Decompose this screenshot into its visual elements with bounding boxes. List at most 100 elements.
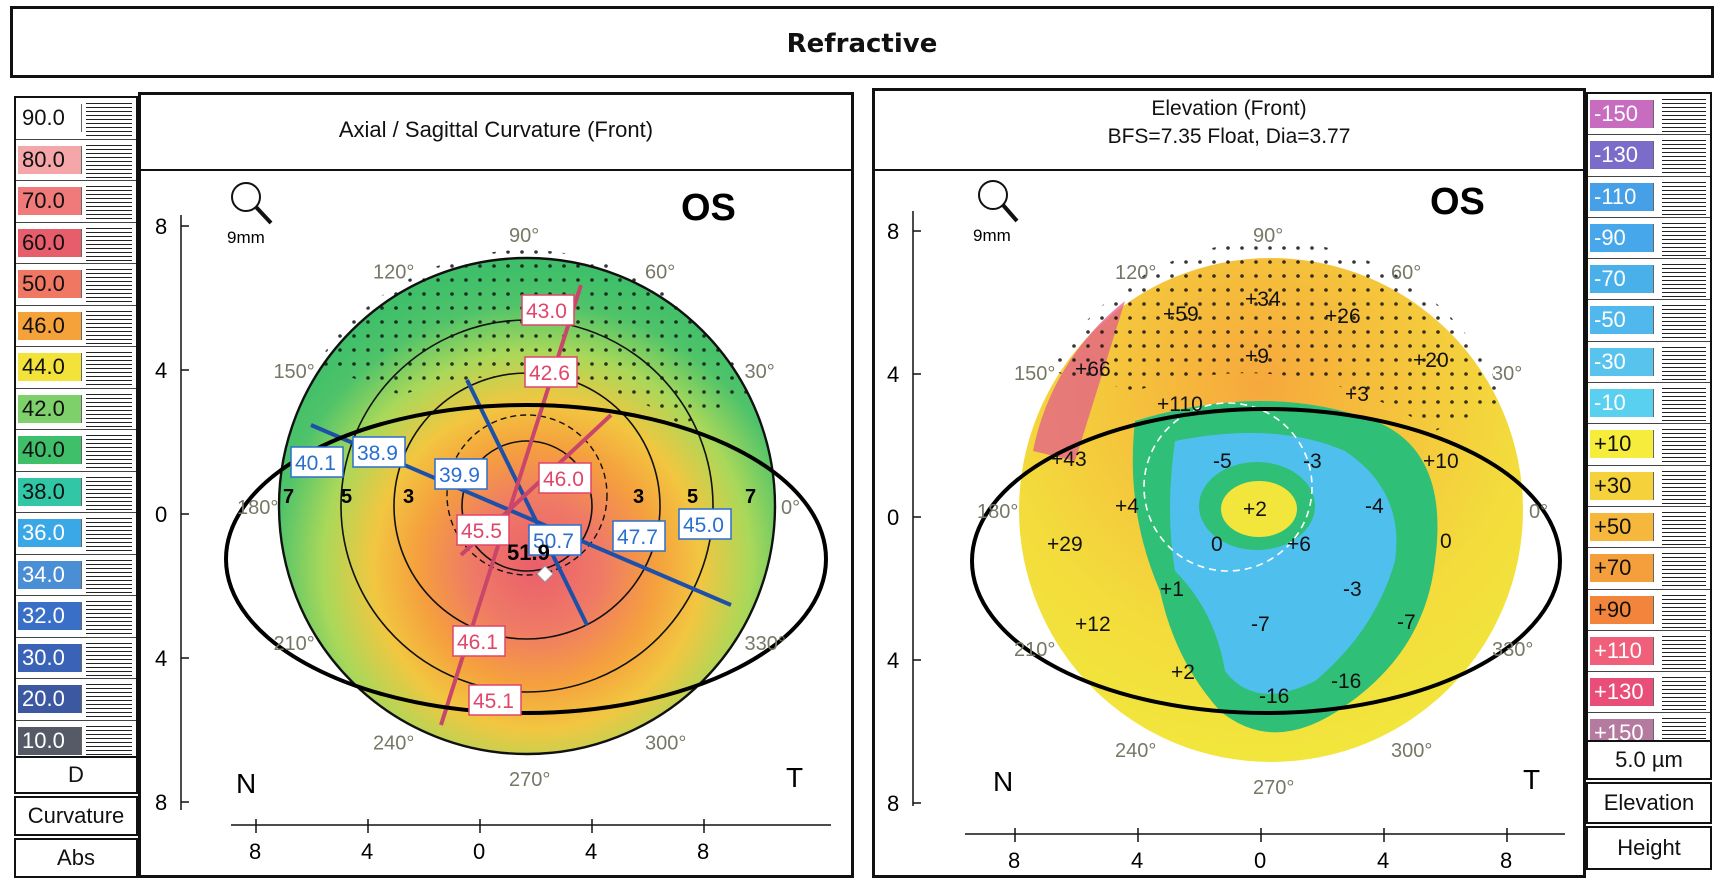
curvature-reading-blue-box bbox=[290, 446, 344, 478]
y-tick-label: 4 bbox=[887, 648, 899, 673]
angle-label: 300° bbox=[1391, 740, 1432, 762]
curvature-scale-step: 38.0 bbox=[16, 472, 136, 513]
curvature-reading-red-box bbox=[452, 625, 506, 657]
elevation-value: +10 bbox=[1423, 450, 1459, 473]
elevation-value: -3 bbox=[1343, 578, 1362, 601]
elevation-value: +43 bbox=[1051, 448, 1087, 471]
elevation-scale-ticks bbox=[1662, 302, 1706, 339]
zoom-label-right: 9mm bbox=[973, 226, 1011, 245]
curvature-scale-ticks bbox=[86, 722, 132, 759]
curvature-scale-value: 80.0 bbox=[18, 145, 82, 174]
apex-marker bbox=[536, 565, 554, 583]
elevation-map-header: Elevation (Front) BFS=7.35 Float, Dia=3.… bbox=[875, 91, 1583, 171]
elevation-scale-step: -30 bbox=[1588, 342, 1710, 384]
curvature-reading-blue-box bbox=[612, 520, 666, 552]
angle-label: 150° bbox=[273, 361, 314, 383]
elevation-scale-value: -90 bbox=[1590, 223, 1654, 252]
elevation-scale-ticks bbox=[1662, 219, 1706, 257]
angle-label: 120° bbox=[373, 261, 414, 283]
ring-radius-label: 3 bbox=[633, 486, 644, 508]
map-type-label[interactable]: Curvature bbox=[14, 796, 138, 836]
angle-label: 150° bbox=[1014, 363, 1055, 385]
curvature-scale-value: 32.0 bbox=[18, 602, 82, 630]
elevation-dot-overlay bbox=[1050, 241, 1505, 431]
curvature-scale-value: 38.0 bbox=[18, 477, 82, 506]
curvature-dot-overlay bbox=[316, 249, 751, 425]
curvature-scale-step: 30.0 bbox=[16, 638, 136, 679]
curvature-scale-ticks bbox=[86, 224, 132, 261]
curvature-scale-step: 34.0 bbox=[16, 555, 136, 596]
elevation-value: -16 bbox=[1259, 685, 1289, 708]
angle-label: 300° bbox=[645, 733, 686, 755]
y-tick-label: 0 bbox=[155, 502, 167, 527]
curvature-scale-step: 42.0 bbox=[16, 389, 136, 430]
elevation-scale-ticks bbox=[1662, 591, 1706, 628]
elevation-scale-value: +110 bbox=[1590, 636, 1654, 665]
x-tick-label: 4 bbox=[1377, 848, 1389, 873]
y-tick-label: 8 bbox=[155, 214, 167, 239]
angle-label: 330° bbox=[745, 633, 786, 655]
central-island bbox=[1221, 481, 1297, 537]
angle-label: 240° bbox=[373, 733, 414, 755]
curvature-scale-ticks bbox=[86, 681, 132, 718]
x-tick-label: 8 bbox=[249, 839, 261, 864]
elevation-scale-step: -50 bbox=[1588, 300, 1710, 342]
elevation-value: +20 bbox=[1413, 349, 1449, 372]
curvature-scale-ticks bbox=[86, 141, 132, 178]
curvature-map-panel: Axial / Sagittal Curvature (Front) bbox=[138, 92, 854, 878]
angle-label: 210° bbox=[1014, 639, 1055, 661]
elevation-scale-value: +130 bbox=[1590, 678, 1654, 707]
elevation-value: +3 bbox=[1345, 383, 1369, 406]
curvature-reading-red: 46.0 bbox=[543, 468, 584, 491]
elevation-value: +9 bbox=[1245, 345, 1269, 368]
elevation-scale-ticks bbox=[1662, 426, 1706, 463]
elevation-scale-value: -10 bbox=[1590, 389, 1654, 418]
nasal-label: N bbox=[236, 768, 256, 799]
angle-label: 30° bbox=[1492, 363, 1522, 385]
elevation-value: +34 bbox=[1245, 288, 1281, 311]
elevation-scale-step: +90 bbox=[1588, 590, 1710, 631]
elevation-scale-step: +110 bbox=[1588, 631, 1710, 673]
curvature-reading-blue-box bbox=[678, 508, 732, 540]
elevation-scale-value: +70 bbox=[1590, 554, 1654, 583]
elevation-map-canvas[interactable]: 8 4 0 4 8 8 4 0 4 8 9mm OS N T 90° 60° 30° 0° 330° 30… bbox=[875, 91, 1583, 875]
scale-unit-label-right: 5.0 µm bbox=[1586, 740, 1712, 780]
magnifier-icon-right[interactable] bbox=[978, 180, 1019, 223]
scale-mode-label[interactable]: Abs bbox=[14, 838, 138, 878]
elevation-scale-step: -130 bbox=[1588, 135, 1710, 177]
curvature-map-canvas[interactable]: 8 4 0 4 8 8 4 0 4 8 9mm OS N T 90° 60° 30° 0° 330° 30… bbox=[141, 95, 851, 875]
curvature-scale-step: 36.0 bbox=[16, 513, 136, 555]
elevation-map-subtitle: BFS=7.35 Float, Dia=3.77 bbox=[1107, 125, 1351, 148]
curvature-scale-step: 60.0 bbox=[16, 223, 136, 264]
y-tick-label: 8 bbox=[887, 791, 899, 816]
curvature-scale-ticks bbox=[86, 183, 132, 220]
curvature-reading-red: 46.1 bbox=[457, 631, 498, 654]
curvature-scale-step: 90.0 bbox=[16, 98, 136, 140]
y-tick-label: 0 bbox=[887, 505, 899, 530]
curvature-scale-value: 20.0 bbox=[18, 685, 82, 713]
curvature-scale-ticks bbox=[86, 515, 132, 552]
elevation-scale-step: -150 bbox=[1588, 94, 1710, 136]
elevation-value: 0 bbox=[1440, 530, 1452, 553]
curvature-scale-value: 60.0 bbox=[18, 228, 82, 257]
curvature-scale-value: 44.0 bbox=[18, 353, 82, 381]
ring-radius-label: 7 bbox=[283, 486, 294, 508]
curvature-scale-step: 44.0 bbox=[16, 347, 136, 389]
curvature-scale-step: 32.0 bbox=[16, 596, 136, 638]
elevation-scale-step: -110 bbox=[1588, 177, 1710, 218]
elevation-value: -3 bbox=[1303, 450, 1322, 473]
curvature-reading-red-box bbox=[538, 462, 592, 494]
curvature-reading-red: 45.5 bbox=[461, 520, 502, 543]
center-reading: 51.9 bbox=[507, 540, 550, 565]
curvature-color-scale: 90.0 80.0 70.0 60.0 50.0 46.0 44.0 42.0 40.0 38.0… bbox=[14, 96, 138, 764]
elevation-scale-ticks bbox=[1662, 550, 1706, 587]
x-tick-label: 4 bbox=[361, 839, 373, 864]
curvature-reading-blue: 47.7 bbox=[617, 526, 658, 549]
x-tick-label: 8 bbox=[697, 839, 709, 864]
magnifier-icon[interactable] bbox=[231, 182, 273, 225]
scale-mode-label-right[interactable]: Height bbox=[1586, 826, 1712, 870]
elevation-scale-ticks bbox=[1662, 508, 1706, 546]
elevation-scale-step: +130 bbox=[1588, 672, 1710, 714]
map-type-label-right[interactable]: Elevation bbox=[1586, 782, 1712, 824]
ring-radius-label: 7 bbox=[745, 486, 756, 508]
